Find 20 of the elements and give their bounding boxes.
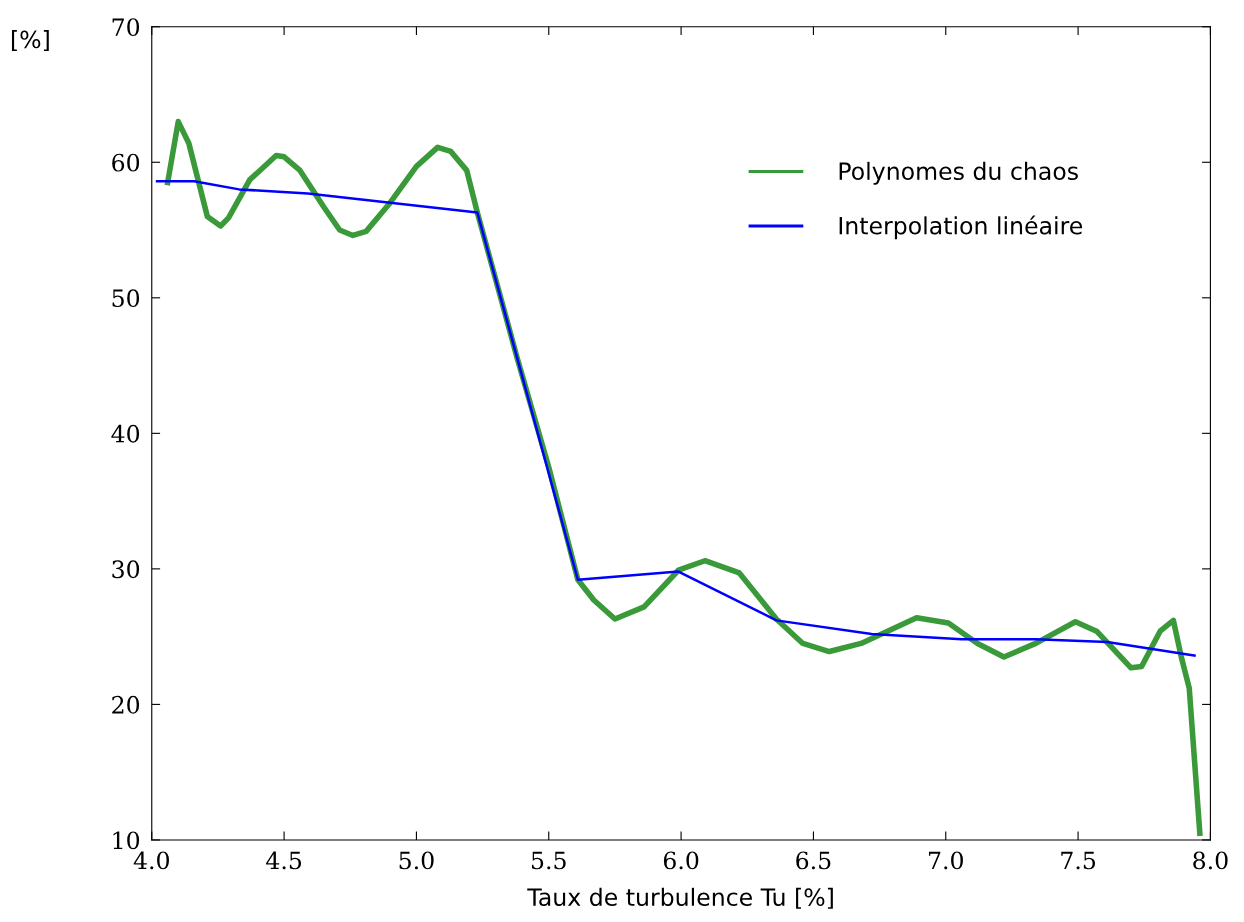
x-axis-title: Taux de turbulence Tu [%] xyxy=(527,887,833,909)
x-tick-label: 5.5 xyxy=(531,851,566,870)
y-tick-label: 40 xyxy=(111,424,140,443)
legend-label: Interpolation linéaire xyxy=(839,215,1083,240)
x-tick-label: 5.0 xyxy=(399,851,434,870)
y-tick-label: 60 xyxy=(112,153,140,172)
y-tick-label: 70 xyxy=(112,18,140,37)
x-tick-label: 6.5 xyxy=(796,851,831,870)
x-tick-label: 8.0 xyxy=(1193,851,1228,870)
y-tick-label: 30 xyxy=(112,560,140,579)
x-tick-label: 4.0 xyxy=(133,851,169,870)
x-tick-label: 7.5 xyxy=(1061,851,1096,870)
y-tick-label: 50 xyxy=(112,289,140,308)
y-tick-label: 10 xyxy=(113,831,140,850)
y-tick-label: 20 xyxy=(112,695,140,714)
x-tick-label: 4.5 xyxy=(266,851,302,870)
x-tick-label: 7.0 xyxy=(928,851,963,870)
x-tick-label: 6.0 xyxy=(663,851,699,870)
y-axis-title: [%] xyxy=(11,30,49,52)
legend-label: Polynomes du chaos xyxy=(839,161,1078,185)
